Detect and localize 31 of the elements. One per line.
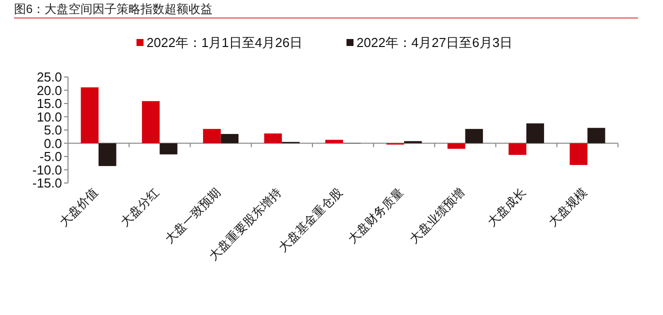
x-tick-label: 大盘分红 <box>118 185 162 230</box>
x-tick-label: 大盘业绩预增 <box>406 185 468 246</box>
y-tick-label: -5.0 <box>40 149 62 164</box>
x-tick-label: 大盘成长 <box>484 185 528 230</box>
bar <box>80 87 99 144</box>
bar <box>98 143 116 166</box>
y-tick-label: -15.0 <box>32 176 62 190</box>
bar <box>448 143 466 149</box>
y-tick-label: 5.0 <box>44 122 62 138</box>
x-tick-label: 大盘财务质量 <box>345 185 406 246</box>
legend-label: 2022年：1月1日至4月26日 <box>146 35 303 50</box>
bar <box>203 128 221 144</box>
x-tick-label: 大盘规模 <box>546 185 590 230</box>
legend-label: 2022年：4月27日至6月3日 <box>356 35 513 50</box>
bar <box>325 140 343 144</box>
bar <box>264 133 282 144</box>
y-tick-label: 15.0 <box>36 96 62 111</box>
y-tick-label: 20.0 <box>36 82 62 98</box>
bar <box>587 128 606 144</box>
bar <box>220 134 238 144</box>
y-tick-label: -10.0 <box>32 162 62 178</box>
y-tick-label: 25.0 <box>36 70 62 84</box>
bar <box>570 143 588 165</box>
bar <box>160 143 178 154</box>
bar <box>142 101 160 144</box>
bar <box>465 128 483 144</box>
chart-title: 图6：大盘空间因子策略指数超额收益 <box>14 2 213 16</box>
y-tick-label: 0.0 <box>44 136 62 151</box>
bar <box>508 143 526 155</box>
bar <box>526 123 544 144</box>
y-tick-label: 10.0 <box>36 109 62 124</box>
